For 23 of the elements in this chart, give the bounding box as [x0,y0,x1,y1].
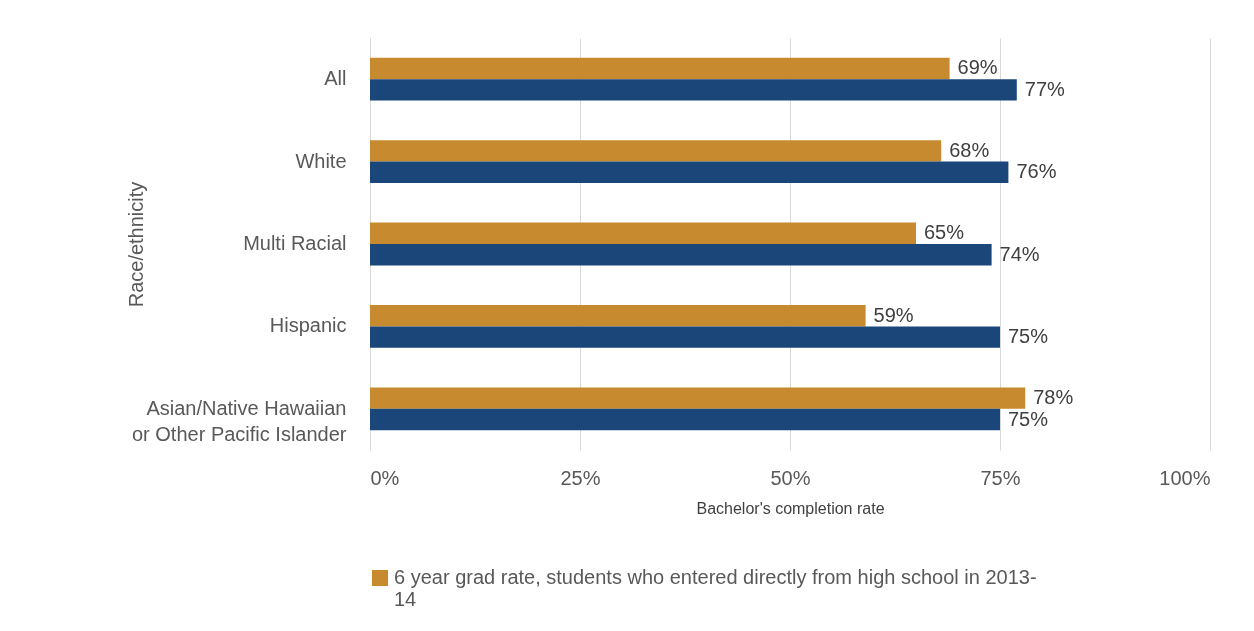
data-label: 68% [949,138,990,161]
y-tick-label: White [295,149,347,172]
legend-label: 6 year grad rate, students who entered directly from high school in 2013-14 [394,566,1037,610]
y-tick-label: Hispanic [269,314,347,337]
data-label: 78% [1033,386,1074,409]
y-tick-label: Multi Racial [243,232,347,254]
data-label: 76% [1016,160,1057,183]
data-label: 69% [957,56,998,79]
x-tick-label: 75% [980,466,1021,489]
x-axis-title: Bachelor's completion rate [696,499,885,517]
y-tick-label: Asian/Native Hawaiian or Other Pacific Islander [131,396,347,445]
x-tick-label: 0% [370,466,400,489]
data-label: 74% [999,242,1040,265]
data-label: 75% [1008,407,1049,430]
x-tick-label: 50% [770,466,811,489]
data-label: 59% [873,303,914,326]
x-tick-label: 100% [1159,466,1211,489]
data-label: 65% [924,221,965,244]
y-axis-title: Race/ethnicity [124,181,147,308]
data-label: 75% [1008,325,1049,348]
x-tick-label: 25% [560,466,601,489]
data-label: 77% [1024,77,1066,100]
y-tick-label: All [324,67,347,90]
